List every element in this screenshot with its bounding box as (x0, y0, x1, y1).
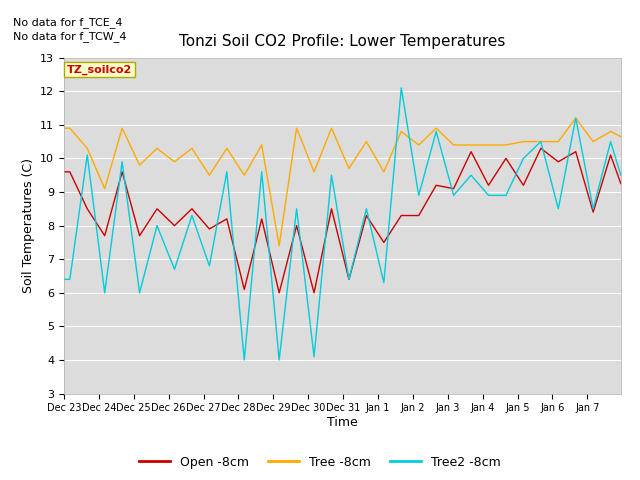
Tree2 -8cm (60, 276, 68, 282)
Text: No data for f_TCW_4: No data for f_TCW_4 (13, 31, 126, 42)
X-axis label: Time: Time (327, 416, 358, 429)
Line: Tree2 -8cm: Tree2 -8cm (64, 88, 621, 360)
Title: Tonzi Soil CO2 Profile: Lower Temperatures: Tonzi Soil CO2 Profile: Lower Temperatur… (179, 35, 506, 49)
Open -8cm (543, 150, 550, 156)
Tree2 -8cm (348, 265, 356, 271)
Tree -8cm (97, 176, 104, 181)
Open -8cm (275, 290, 283, 296)
Tree2 -8cm (79, 183, 87, 189)
Tree -8cm (348, 161, 356, 167)
Tree -8cm (541, 139, 549, 144)
Tree2 -8cm (616, 168, 623, 173)
Tree -8cm (60, 125, 68, 131)
Open -8cm (79, 197, 87, 203)
Open -8cm (537, 145, 545, 151)
Line: Tree -8cm: Tree -8cm (64, 118, 621, 246)
Tree2 -8cm (460, 181, 468, 187)
Y-axis label: Soil Temperatures (C): Soil Temperatures (C) (22, 158, 35, 293)
Open -8cm (458, 168, 466, 173)
Tree2 -8cm (617, 172, 625, 178)
Tree -8cm (572, 115, 580, 121)
Tree2 -8cm (241, 357, 248, 363)
Open -8cm (60, 169, 68, 175)
Text: TZ_soilco2: TZ_soilco2 (67, 64, 132, 74)
Open -8cm (616, 177, 623, 182)
Open -8cm (348, 266, 356, 272)
Text: No data for f_TCE_4: No data for f_TCE_4 (13, 17, 122, 28)
Tree -8cm (79, 140, 87, 146)
Tree -8cm (617, 133, 625, 139)
Tree -8cm (616, 133, 623, 139)
Tree -8cm (275, 243, 283, 249)
Open -8cm (617, 181, 625, 187)
Tree2 -8cm (543, 161, 550, 167)
Tree2 -8cm (97, 255, 104, 261)
Line: Open -8cm: Open -8cm (64, 148, 621, 293)
Legend: Open -8cm, Tree -8cm, Tree2 -8cm: Open -8cm, Tree -8cm, Tree2 -8cm (134, 451, 506, 474)
Tree2 -8cm (397, 85, 405, 91)
Open -8cm (97, 226, 104, 232)
Tree -8cm (458, 142, 466, 148)
